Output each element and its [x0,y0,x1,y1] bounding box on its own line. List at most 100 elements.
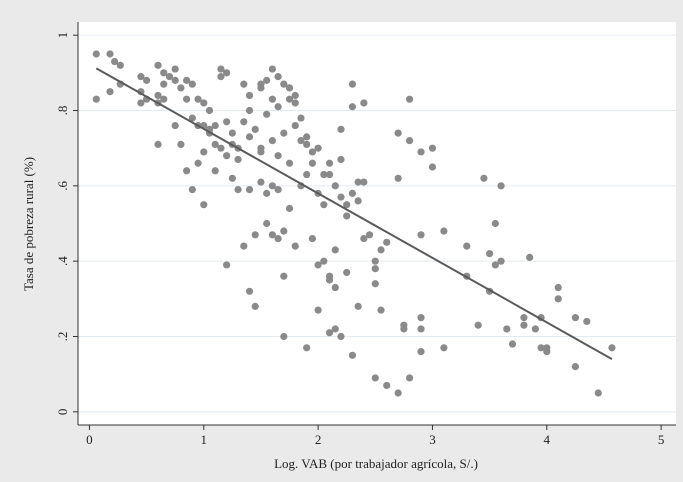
point [531,325,539,333]
point [183,95,191,103]
y-tick-label: .2 [55,332,70,342]
point [297,137,305,145]
point [308,159,316,167]
point [325,159,334,167]
point [160,69,168,77]
point [160,95,168,103]
point [106,88,114,96]
point [463,242,471,250]
point [251,302,259,310]
point [320,257,328,265]
point [228,129,236,137]
point [177,84,185,92]
point [274,103,282,111]
point [285,84,294,92]
point [400,325,408,333]
x-tick-label: 2 [315,432,322,447]
point [308,148,316,156]
point [251,125,259,133]
point [194,95,202,103]
point [274,234,282,243]
point [217,73,225,81]
point [274,152,282,160]
point [583,317,591,326]
point [320,170,328,179]
point [440,344,448,352]
point [394,174,402,182]
point [171,121,179,130]
point [200,99,208,107]
x-axis-label: Log. VAB (por trabajador agrícola, S/.) [274,456,478,471]
point [554,295,562,303]
point [137,99,145,107]
plot-area [78,22,676,425]
point [371,374,379,382]
point [137,73,145,81]
point [280,332,288,341]
point [417,231,425,239]
point [285,159,294,167]
point [371,265,379,273]
point [325,276,334,284]
point [116,61,124,69]
point [354,178,362,186]
point [480,174,488,182]
point [405,374,414,382]
point [428,144,437,152]
point [337,332,345,341]
point [394,389,402,397]
point [497,182,505,190]
point [183,76,191,84]
x-tick-label: 5 [658,432,665,447]
point [211,121,219,130]
x-tick-label: 1 [201,432,208,447]
point [508,340,517,348]
y-axis-label: Tasa de pobreza rural (%) [21,157,36,291]
point [188,186,196,194]
point [314,306,322,314]
point [245,186,254,194]
point [543,347,551,356]
point [383,238,391,246]
point [343,212,351,220]
point [354,302,362,310]
point [348,80,357,88]
point [257,84,265,92]
point [240,242,248,250]
point [160,80,168,88]
x-tick-label: 4 [544,432,551,447]
point [474,321,482,329]
point [440,227,448,235]
point [274,186,282,194]
x-tick-label: 0 [86,432,93,447]
point [280,80,288,88]
point [257,178,265,186]
point [314,261,322,269]
point [337,125,345,133]
point [205,106,214,115]
point [608,344,616,352]
point [280,272,288,280]
point [303,140,311,149]
point [417,314,425,322]
point [337,155,345,164]
point [383,381,391,390]
point [417,325,425,333]
point [417,347,425,356]
point [245,287,254,295]
point [325,170,334,179]
point [526,253,534,261]
point [360,99,368,107]
point [154,140,162,149]
point [223,118,231,126]
point [331,246,339,254]
point [106,50,114,58]
point [154,61,162,69]
point [92,50,100,58]
point [291,91,299,100]
point [188,80,196,88]
point [245,91,254,100]
point [217,144,225,152]
point [285,95,294,103]
point [377,246,385,254]
